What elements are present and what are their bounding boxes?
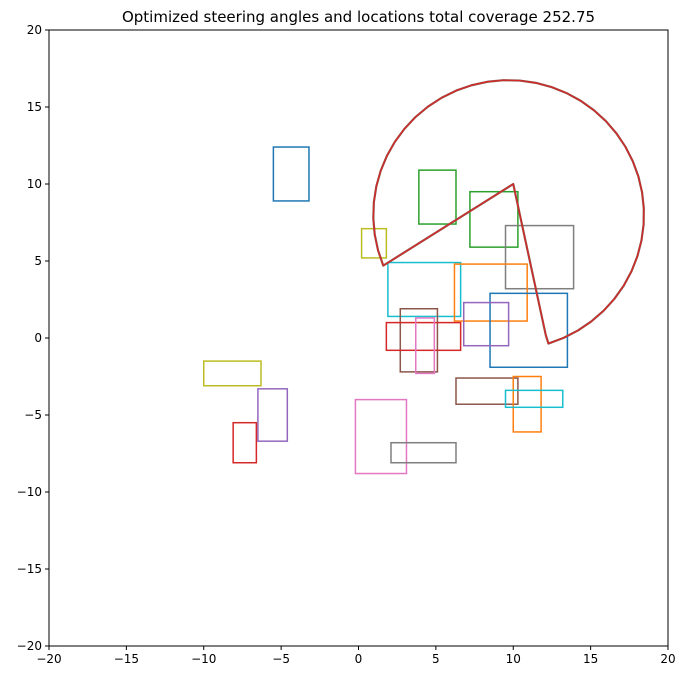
x-tick-label: 15 bbox=[583, 652, 598, 666]
x-tick-label: 5 bbox=[432, 652, 440, 666]
y-tick-label: 5 bbox=[34, 254, 42, 268]
y-tick-label: 15 bbox=[27, 100, 42, 114]
steering-sector bbox=[372, 79, 645, 345]
y-axis: −20 −15 −10 −5 0 5 10 15 20 bbox=[17, 23, 49, 653]
y-tick-label: −5 bbox=[24, 408, 42, 422]
coverage-rect-10 bbox=[399, 307, 439, 373]
coverage-rect-9 bbox=[462, 301, 510, 347]
x-tick-label: −5 bbox=[272, 652, 290, 666]
coverage-rect-6 bbox=[387, 261, 462, 318]
x-tick-label: 10 bbox=[506, 652, 521, 666]
coverage-rect-5 bbox=[504, 224, 575, 290]
coverage-rect-20 bbox=[504, 389, 564, 409]
x-tick-label: −15 bbox=[114, 652, 139, 666]
coverage-rect-19 bbox=[512, 375, 542, 433]
coverage-rect-2 bbox=[418, 169, 457, 225]
x-tick-label: −10 bbox=[191, 652, 216, 666]
x-tick-label: −20 bbox=[36, 652, 61, 666]
chart-title: Optimized steering angles and locations … bbox=[122, 8, 595, 26]
coverage-rect-18 bbox=[455, 377, 519, 405]
plot-marks bbox=[203, 79, 645, 475]
coverage-rect-11 bbox=[385, 321, 462, 352]
coverage-rect-12 bbox=[415, 317, 436, 375]
coverage-rect-13 bbox=[203, 360, 262, 387]
coverage-rect-8 bbox=[489, 292, 569, 369]
coverage-rect-3 bbox=[469, 190, 519, 248]
y-tick-label: 10 bbox=[27, 177, 42, 191]
x-tick-label: 0 bbox=[355, 652, 363, 666]
coverage-rect-15 bbox=[232, 421, 258, 464]
y-tick-label: −20 bbox=[17, 639, 42, 653]
coverage-rect-14 bbox=[257, 388, 289, 442]
coverage-rect-7 bbox=[453, 263, 528, 322]
y-tick-label: −10 bbox=[17, 485, 42, 499]
coverage-rect-17 bbox=[390, 441, 457, 464]
y-tick-label: 20 bbox=[27, 23, 42, 37]
y-tick-label: 0 bbox=[34, 331, 42, 345]
y-tick-label: −15 bbox=[17, 562, 42, 576]
coverage-rect-16 bbox=[354, 398, 408, 475]
coverage-rect-1 bbox=[272, 146, 310, 202]
x-tick-label: 20 bbox=[660, 652, 675, 666]
x-axis: −20 −15 −10 −5 0 5 10 15 20 bbox=[36, 646, 676, 666]
